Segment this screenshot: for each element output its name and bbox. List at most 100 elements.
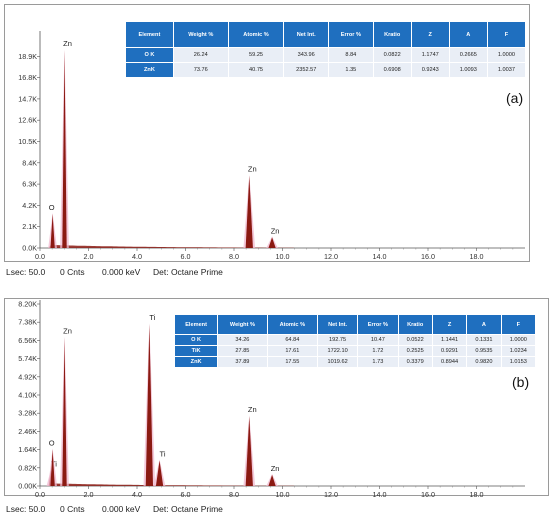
table-header-cell: Net Int. — [283, 21, 330, 48]
table-header-cell: Element — [125, 21, 174, 48]
table-cell: 343.96 — [283, 47, 330, 63]
spectrum-peak — [268, 474, 276, 486]
spectrum-peak — [155, 460, 164, 486]
table-cell: 0.9820 — [466, 356, 502, 368]
spectrum-peak — [145, 323, 154, 486]
x-tick-label: 18.0 — [470, 490, 484, 499]
table-cell: 37.89 — [217, 356, 268, 368]
spectrum-peak — [50, 449, 55, 486]
table-cell: 17.55 — [266, 356, 318, 368]
count-readout: 0 Cnts — [60, 267, 85, 277]
table-cell: 1.0000 — [500, 334, 537, 346]
x-tick-label: 2.0 — [84, 252, 94, 261]
y-tick-label: 3.28K — [18, 409, 37, 418]
table-cell: 1.0037 — [486, 62, 527, 78]
element-cell: ZnK — [125, 62, 174, 78]
detector-name: Det: Octane Prime — [153, 504, 223, 514]
table-cell: 0.3379 — [397, 356, 433, 368]
y-tick-label: 1.64K — [18, 445, 37, 454]
x-tick-label: 16.0 — [421, 252, 435, 261]
table-row: ZnK 37.89 17.55 1019.62 1.73 0.3379 0.8944 0.98… — [173, 356, 537, 368]
y-tick-label: 4.92K — [18, 372, 37, 381]
x-tick-label: 6.0 — [181, 252, 191, 261]
table-cell: 1.1441 — [431, 334, 468, 346]
table-header-cell: Error % — [357, 314, 399, 335]
x-tick-label: 8.0 — [229, 252, 239, 261]
detector-name: Det: Octane Prime — [153, 267, 223, 277]
spectrum-peak — [50, 213, 55, 248]
peak-label: O — [49, 203, 55, 212]
table-cell: 27.85 — [217, 345, 268, 357]
spectrum-peak — [62, 49, 67, 248]
spectrum-peak — [268, 237, 276, 248]
table-row: O K 34.26 64.84 192.75 10.47 0.0522 1.1441 0.13… — [173, 334, 537, 346]
table-row: O K 26.24 59.25 343.96 8.84 0.0822 1.1747 0.266… — [125, 47, 527, 63]
table-header-cell: Error % — [328, 21, 374, 48]
x-tick-label: 2.0 — [84, 490, 94, 499]
table-cell: 0.1331 — [466, 334, 502, 346]
table-cell: 0.2525 — [397, 345, 433, 357]
y-tick-label: 5.74K — [18, 354, 37, 363]
table-cell: 1.0153 — [500, 356, 537, 368]
count-readout: 0 Cnts — [60, 504, 85, 514]
y-tick-label: 0.82K — [18, 463, 37, 472]
table-cell: 0.0822 — [372, 47, 412, 63]
table-cell: 2352.57 — [283, 62, 330, 78]
table-cell: 0.8944 — [431, 356, 468, 368]
table-header-cell: Z — [431, 314, 468, 335]
y-tick-label: 4.2K — [22, 201, 37, 210]
live-seconds: Lsec: 50.0 — [6, 504, 46, 514]
peak-label: Zn — [271, 226, 280, 235]
x-tick-label: 10.0 — [276, 490, 290, 499]
spectrum-peak — [245, 416, 253, 486]
y-tick-label: 6.56K — [18, 336, 37, 345]
table-cell: 17.61 — [266, 345, 318, 357]
table-cell: 26.24 — [172, 47, 229, 63]
y-tick-label: 6.3K — [22, 180, 37, 189]
table-cell: 1.0234 — [500, 345, 537, 357]
peak-label: Zn — [271, 464, 280, 473]
table-header-cell: Atomic % — [227, 21, 285, 48]
table-header-cell: Kratio — [372, 21, 412, 48]
table-header-cell: Element — [173, 314, 219, 335]
table-cell: 34.26 — [217, 334, 268, 346]
table-cell: 1.0093 — [448, 62, 488, 78]
background-continuum — [43, 483, 295, 486]
peak-label: Zn — [63, 326, 72, 335]
table-cell: 1.1747 — [410, 47, 450, 63]
table-header-cell: A — [466, 314, 502, 335]
x-tick-label: 14.0 — [373, 490, 387, 499]
quantification-table-a: Element Weight % Atomic % Net Int. Error % Kr… — [125, 21, 527, 78]
y-tick-label: 8.20K — [18, 300, 37, 309]
table-cell: 40.75 — [227, 62, 285, 78]
y-tick-label: 8.4K — [22, 158, 37, 167]
table-cell: 0.9535 — [466, 345, 502, 357]
table-cell: 1.72 — [357, 345, 399, 357]
table-cell: 1.0000 — [486, 47, 527, 63]
panel-b: 0.00K 0.82K 1.64K 2.46K 3.28K 4.10K 4.92K 5.74K… — [0, 292, 550, 514]
y-tick-label: 4.10K — [18, 391, 37, 400]
table-row: ZnK 73.76 40.75 2352.57 1.35 0.6908 0.9243 1.00… — [125, 62, 527, 78]
spectrum-peak — [245, 175, 253, 248]
x-tick-label: 0.0 — [35, 252, 45, 261]
energy-readout: 0.000 keV — [102, 267, 141, 277]
peak-label: Ti — [149, 313, 155, 322]
spectrum-chart-b: 0.00K 0.82K 1.64K 2.46K 3.28K 4.10K 4.92K 5.74K… — [18, 300, 525, 499]
x-tick-label: 4.0 — [132, 490, 142, 499]
peak-label: Ti — [160, 449, 166, 458]
table-cell: 1019.62 — [316, 356, 359, 368]
table-header-cell: Z — [410, 21, 450, 48]
x-tick-label: 14.0 — [373, 252, 387, 261]
y-tick-label: 16.8K — [18, 73, 37, 82]
table-header-cell: F — [486, 21, 527, 48]
x-tick-label: 4.0 — [132, 252, 142, 261]
y-tick-label: 7.38K — [18, 318, 37, 327]
table-cell: 0.0522 — [397, 334, 433, 346]
y-tick-label: 0.0K — [22, 244, 37, 253]
peak-label: Zn — [248, 165, 257, 174]
table-cell: 10.47 — [357, 334, 399, 346]
peak-label: O — [49, 438, 55, 447]
panel-a: 0.0K 2.1K 4.2K 6.3K 8.4K 10.5K 12.6K 14.7K 16.8K… — [4, 4, 530, 277]
y-tick-label: 18.9K — [18, 52, 37, 61]
y-tick-label: 0.00K — [18, 482, 37, 491]
